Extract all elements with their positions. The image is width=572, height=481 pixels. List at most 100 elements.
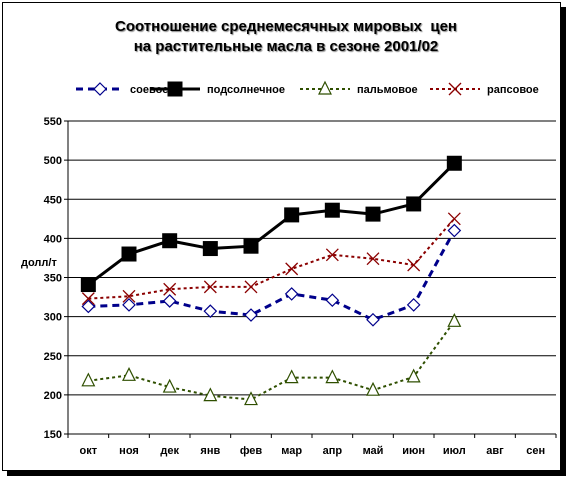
data-point — [325, 248, 339, 262]
legend-label: рапсовое — [487, 84, 539, 96]
series-line — [88, 320, 456, 401]
data-point — [122, 298, 136, 312]
marker-stroke — [122, 289, 136, 303]
legend-item: соевое — [76, 82, 168, 96]
series-2 — [81, 312, 462, 406]
data-point — [324, 202, 340, 218]
marker-stroke — [325, 248, 339, 262]
data-point — [80, 277, 96, 293]
data-point — [162, 294, 177, 308]
axes: 150 200 250 300 350 400 450 500 550 окт ноя дек янв ф… — [44, 116, 557, 457]
data-point — [162, 233, 178, 249]
data-point — [81, 292, 95, 306]
data-point — [284, 369, 299, 384]
series-0 — [81, 223, 462, 327]
data-point — [244, 280, 258, 294]
x-tick-label: июл — [443, 445, 466, 457]
marker-stroke — [447, 212, 461, 226]
marker-stroke — [407, 258, 421, 272]
data-point — [81, 372, 96, 387]
legend-label: пальмовое — [357, 84, 418, 96]
x-tick-label: май — [363, 445, 384, 457]
data-point — [407, 258, 421, 272]
marker-stroke — [163, 282, 177, 296]
data-point — [447, 223, 462, 238]
legend-marker — [318, 80, 332, 95]
data-point — [447, 212, 461, 226]
data-point — [162, 378, 177, 393]
legend-item: рапсовое — [430, 82, 539, 96]
grid — [68, 120, 556, 396]
data-point — [244, 391, 258, 406]
data-point — [284, 287, 299, 301]
series-line — [87, 162, 456, 286]
x-tick-label: апр — [323, 445, 343, 457]
y-tick-label: 150 — [44, 429, 62, 441]
marker-stroke — [448, 82, 462, 96]
series-1 — [80, 155, 462, 293]
x-tick-label: ноя — [119, 445, 139, 457]
marker-stroke — [203, 280, 217, 294]
x-tick-label: дек — [160, 445, 179, 457]
y-tick-label: 350 — [44, 273, 62, 285]
data-point — [244, 308, 258, 322]
legend: соевое подсолнечное пальмовое рапсовое — [76, 80, 539, 97]
data-point — [122, 289, 136, 303]
x-tick-label: июн — [402, 445, 425, 457]
data-point — [366, 381, 380, 396]
marker-stroke — [81, 292, 95, 306]
data-point — [366, 252, 380, 266]
legend-label: соевое — [130, 84, 168, 96]
chart-title-line2: на растительные масла в сезоне 2001/02 — [133, 38, 439, 55]
marker-stroke — [285, 262, 299, 276]
data-point — [406, 298, 421, 312]
x-tick-label: янв — [200, 445, 220, 457]
legend-item: пальмовое — [300, 80, 418, 96]
data-point — [203, 387, 218, 402]
data-point — [122, 366, 136, 381]
data-point — [406, 368, 421, 383]
y-tick-label: 250 — [44, 351, 62, 363]
marker-stroke — [244, 280, 258, 294]
chart-title: Соотношение среднемесячных мировых цен н… — [0, 17, 572, 57]
x-tick-label: мар — [281, 445, 302, 457]
data-point — [243, 238, 259, 254]
data-point — [203, 304, 218, 318]
x-tick-label: авг — [486, 445, 504, 457]
series-line — [88, 218, 456, 300]
data-point — [202, 241, 218, 257]
legend-marker — [93, 82, 107, 96]
chart-title-line1: Соотношение среднемесячных мировых цен — [115, 18, 457, 35]
y-tick-label: 500 — [44, 155, 62, 167]
y-axis-label: долл/т — [21, 257, 57, 269]
data-point — [203, 280, 217, 294]
data-point — [406, 196, 422, 212]
y-tick-label: 300 — [44, 312, 62, 324]
data-point — [325, 369, 340, 384]
y-tick-label: 400 — [44, 233, 62, 245]
data-point — [163, 282, 177, 296]
y-tick-label: 200 — [44, 390, 62, 402]
x-tick-label: окт — [80, 445, 98, 457]
data-point — [121, 246, 137, 262]
data-point — [284, 207, 300, 223]
data-point — [446, 155, 462, 171]
data-point — [81, 299, 96, 314]
legend-label: подсолнечное — [207, 84, 285, 96]
y-tick-label: 550 — [44, 116, 62, 128]
data-point — [365, 206, 381, 222]
series-line — [88, 229, 456, 322]
x-tick-label: фев — [240, 445, 263, 457]
marker-stroke — [366, 252, 380, 266]
y-tick-label: 450 — [44, 194, 62, 206]
data-point — [325, 293, 340, 308]
data-point — [366, 312, 380, 327]
legend-marker — [167, 81, 183, 97]
x-tick-label: сен — [526, 445, 545, 457]
legend-item: подсолнечное — [150, 81, 285, 97]
series-3 — [81, 212, 461, 306]
chart-frame — [2, 2, 561, 471]
data-point — [285, 262, 299, 276]
series-group — [80, 155, 462, 406]
